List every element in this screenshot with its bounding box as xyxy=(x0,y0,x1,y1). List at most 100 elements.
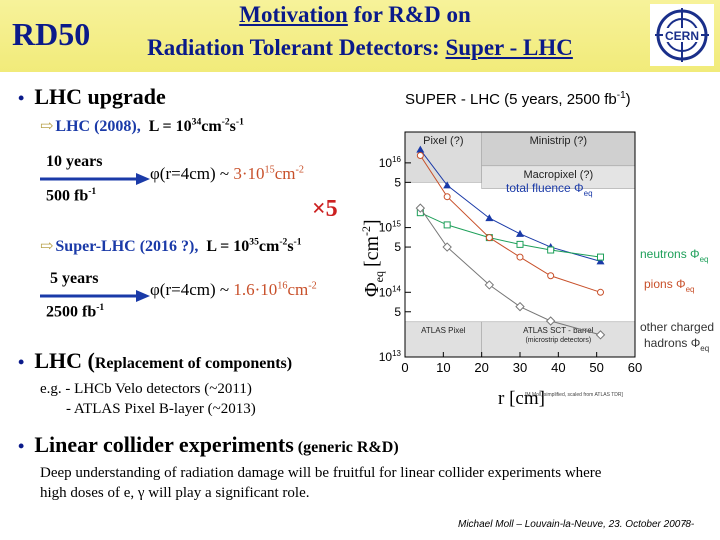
lhc-lum-unit1-exp: -2 xyxy=(221,116,230,128)
title-super-lhc: Super - LHC xyxy=(445,35,573,60)
y-tick-label: 5 xyxy=(394,240,401,254)
linear-heading-big: Linear collider experiments xyxy=(34,432,294,457)
phi1-exp: 15 xyxy=(264,164,275,176)
data-point xyxy=(596,257,605,265)
linear-line-2: high doses of e, γ will play a significa… xyxy=(40,485,310,501)
lhc-lum: L = 10 xyxy=(148,118,192,135)
replacement-heading: • LHC (Replacement of components) xyxy=(18,348,292,374)
data-point xyxy=(484,280,495,290)
data-point xyxy=(442,242,452,252)
slhc-lum: L = 10 xyxy=(206,238,250,255)
chart-xlabel: r [cm] xyxy=(498,388,545,409)
series-line xyxy=(419,155,601,293)
replacement-line-2: - ATLAS Pixel B-layer (~2013) xyxy=(66,401,256,417)
label-total-fluence: total fluence Φeq xyxy=(506,181,593,198)
x-tick-label: 60 xyxy=(628,360,642,375)
data-point xyxy=(595,330,606,340)
bullet-dot-icon: • xyxy=(18,88,25,108)
slhc-lum-unit1-exp: -2 xyxy=(279,236,288,248)
lhc-label: LHC (2008), xyxy=(55,118,141,135)
fb-500-text: 500 fb xyxy=(46,187,89,205)
phi1-unit: cm xyxy=(274,164,296,183)
lhc-upgrade-heading: • LHC upgrade xyxy=(18,84,166,110)
footer-page: -8- xyxy=(682,519,695,530)
linear-heading-small: (generic R&D) xyxy=(293,439,399,456)
years-10: 10 years xyxy=(46,153,103,170)
x-tick-label: 20 xyxy=(474,360,488,375)
region-label: Macropixel (?) xyxy=(523,169,593,181)
chart-title: SUPER - LHC (5 years, 2500 fb-1) xyxy=(405,90,631,108)
label-pions: pions Φeq xyxy=(644,277,695,294)
x-tick-label: 30 xyxy=(513,360,527,375)
title-motivation: Motivation xyxy=(239,2,348,27)
y-tick-label: 1015 xyxy=(379,220,402,235)
fb-2500-text: 2500 fb xyxy=(46,303,97,321)
region-box xyxy=(404,321,482,358)
svg-text:Φeq[cm-2]: Φeq[cm-2] xyxy=(359,219,386,297)
data-point xyxy=(545,316,556,326)
data-point xyxy=(547,272,555,280)
chart-ylabel: Φeq[cm-2] xyxy=(359,219,386,297)
years-5: 5 years xyxy=(50,270,99,287)
region-label: ATLAS Pixel xyxy=(421,326,466,335)
lhc-line: ⇨ LHC (2008), L = 1034cm-2s-1 xyxy=(40,116,244,136)
cern-logo-text: CERN xyxy=(665,29,699,43)
region-box xyxy=(481,131,636,167)
fb-2500: 2500 fb-1 xyxy=(46,302,104,321)
y-tick-label: 1014 xyxy=(379,284,402,299)
data-point xyxy=(516,253,524,261)
phi-lhc: φ(r=4cm) ~ 3·1015cm-2 xyxy=(150,164,304,184)
replacement-heading-small: Replacement of components) xyxy=(94,355,293,372)
data-point xyxy=(547,246,555,254)
title-line1-rest: for R&D on xyxy=(347,2,471,27)
data-point xyxy=(485,214,494,222)
rd50-label: RD50 xyxy=(12,16,91,52)
x-tick-label: 0 xyxy=(401,360,408,375)
slhc-lum-unit1: cm xyxy=(258,238,280,255)
arrow-icon: ⇨ xyxy=(40,238,54,255)
phi1-unit-exp: -2 xyxy=(295,164,305,176)
factor-five: ×5 xyxy=(312,196,338,222)
region-label: ATLAS SCT - barrel xyxy=(523,326,594,335)
chart-series xyxy=(415,145,606,340)
arrow-icon: ⇨ xyxy=(40,118,54,135)
timeline-arrow-2-icon xyxy=(40,290,150,302)
data-point xyxy=(515,301,525,312)
data-point xyxy=(416,145,425,153)
data-point xyxy=(597,288,604,296)
y-tick-label: 5 xyxy=(394,175,401,189)
x-tick-label: 40 xyxy=(551,360,565,375)
y-tick-label: 1016 xyxy=(379,155,402,170)
data-point xyxy=(443,221,451,229)
series-line xyxy=(419,207,601,336)
region-box xyxy=(481,321,636,358)
series-line xyxy=(420,212,601,258)
lhc-lum-unit2-exp: -1 xyxy=(235,116,244,128)
fb-2500-exp: -1 xyxy=(96,302,105,313)
lhc-lum-unit2: s xyxy=(229,118,236,135)
x-tick-label: 50 xyxy=(589,360,603,375)
lhc-upgrade-text: LHC upgrade xyxy=(34,84,166,109)
slhc-line: ⇨ Super-LHC (2016 ?), L = 1035cm-2s-1 xyxy=(40,236,302,256)
fluence-chart: Pixel (?) Ministrip (?) Macropixel (?) ATLA… xyxy=(359,90,714,409)
phi2-unit-exp: -2 xyxy=(308,280,317,292)
lhc-lum-exp: 34 xyxy=(191,116,202,128)
title-line-1: Motivation for R&D on xyxy=(120,2,590,28)
chart-regions: Pixel (?) Ministrip (?) Macropixel (?) ATLA… xyxy=(404,131,636,358)
label-other-line2: hadrons Φeq xyxy=(644,336,709,353)
phi2-prefix: φ(r=4cm) ~ xyxy=(150,280,234,299)
title-line2-prefix: Radiation Tolerant Detectors: xyxy=(147,35,446,60)
replacement-heading-big: LHC ( xyxy=(34,348,95,373)
lhc-lum-unit1: cm xyxy=(201,118,222,135)
phi1-value: 3·10 xyxy=(233,164,265,183)
data-point xyxy=(416,152,424,160)
phi2-exp: 16 xyxy=(277,280,288,292)
label-neutrons: neutrons Φeq xyxy=(640,247,709,264)
replacement-line-1: e.g. - LHCb Velo detectors (~2011) xyxy=(40,381,252,397)
slhc-lum-unit2: s xyxy=(287,238,294,255)
slhc-lum-exp: 35 xyxy=(249,236,259,248)
series-line xyxy=(419,149,601,262)
chart-ticks: 0 10 20 30 40 50 60 1016 5 1015 5 1014 5 1013 xyxy=(379,155,643,375)
phi1-prefix: φ(r=4cm) ~ xyxy=(150,164,234,183)
label-other-line1: other charged xyxy=(640,320,714,334)
